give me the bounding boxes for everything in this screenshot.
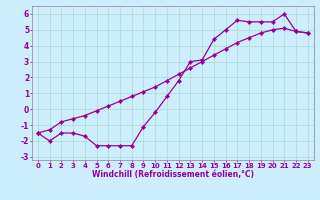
X-axis label: Windchill (Refroidissement éolien,°C): Windchill (Refroidissement éolien,°C) (92, 170, 254, 179)
